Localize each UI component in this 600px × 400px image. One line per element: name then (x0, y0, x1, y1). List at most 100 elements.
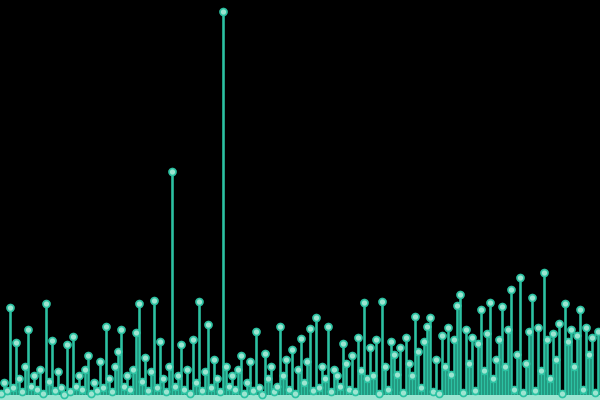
stem-marker (129, 365, 138, 375)
stem-marker (354, 333, 363, 343)
stem-marker (333, 371, 342, 381)
stem-marker (507, 285, 516, 295)
stem-marker (396, 343, 405, 353)
stem-marker (585, 350, 594, 360)
stem-marker (435, 389, 444, 399)
stem-marker (306, 324, 315, 334)
stem-marker (156, 337, 165, 347)
stem-marker (402, 333, 411, 343)
stem-marker (258, 390, 267, 400)
stem-marker (45, 377, 54, 387)
stem-marker (555, 319, 564, 329)
stem-marker (288, 345, 297, 355)
stem-marker (234, 365, 243, 375)
stem-marker (150, 296, 159, 306)
stem-marker (528, 293, 537, 303)
stem-marker (240, 389, 249, 399)
stem-marker (204, 320, 213, 330)
stem-marker (231, 385, 240, 395)
stem-marker (405, 359, 414, 369)
stem-marker (111, 362, 120, 372)
stem-marker (30, 371, 39, 381)
stem-marker (183, 365, 192, 375)
stem-marker (54, 367, 63, 377)
stem-marker (243, 378, 252, 388)
stem-marker (264, 374, 273, 384)
stem-marker (456, 290, 465, 300)
stem-marker (558, 389, 567, 399)
stem-marker (594, 327, 600, 337)
stem-marker (36, 365, 45, 375)
stem-marker (417, 383, 426, 393)
stem-marker (159, 374, 168, 384)
stem-marker (162, 387, 171, 397)
stem-marker (141, 353, 150, 363)
stem-marker (564, 337, 573, 347)
stem-marker (201, 367, 210, 377)
stem-marker (132, 328, 141, 338)
stem-marker (123, 371, 132, 381)
stem-marker (423, 322, 432, 332)
stem-marker (213, 374, 222, 384)
stem-marker (285, 385, 294, 395)
stem-marker (348, 351, 357, 361)
stem-marker (180, 385, 189, 395)
stem-marker (18, 387, 27, 397)
stem-marker (303, 357, 312, 367)
stem-marker (267, 362, 276, 372)
stem-marker (567, 325, 576, 335)
stem-marker (471, 386, 480, 396)
stem-marker (84, 351, 93, 361)
stem-marker (297, 334, 306, 344)
stem-marker (9, 383, 18, 393)
stem-marker (378, 297, 387, 307)
stem-marker (279, 371, 288, 381)
stem-marker (219, 7, 228, 17)
stem-marker (543, 335, 552, 345)
stem-marker (252, 327, 261, 337)
stem-marker (546, 374, 555, 384)
stem-marker (69, 332, 78, 342)
stem-marker (510, 385, 519, 395)
stem-marker (516, 273, 525, 283)
stem-marker (48, 336, 57, 346)
stem-marker (426, 313, 435, 323)
stem-marker (534, 323, 543, 333)
stem-marker (210, 355, 219, 365)
stem-marker (360, 298, 369, 308)
stem-marker (177, 340, 186, 350)
stem-marker (105, 374, 114, 384)
stem-marker (501, 362, 510, 372)
stem-marker (39, 389, 48, 399)
stem-marker (168, 167, 177, 177)
stem-marker (171, 382, 180, 392)
stem-marker (117, 325, 126, 335)
stem-marker (438, 331, 447, 341)
stem-marker (153, 383, 162, 393)
stem-marker (519, 388, 528, 398)
stem-marker (504, 325, 513, 335)
stem-marker (576, 305, 585, 315)
stem-marker (12, 338, 21, 348)
stem-marker (570, 362, 579, 372)
stem-marker (33, 385, 42, 395)
stem-marker (198, 386, 207, 396)
stem-marker (444, 323, 453, 333)
stem-marker (447, 370, 456, 380)
stem-marker (468, 333, 477, 343)
stem-marker (414, 347, 423, 357)
stem-marker (186, 389, 195, 399)
stem-marker (474, 339, 483, 349)
stem-marker (420, 337, 429, 347)
stem-marker (126, 385, 135, 395)
stem-marker (144, 386, 153, 396)
stem-marker (384, 385, 393, 395)
stem-marker (90, 378, 99, 388)
stem-marker (174, 371, 183, 381)
stem-marker (339, 339, 348, 349)
stem-marker (0, 378, 9, 388)
stem-marker (486, 298, 495, 308)
stem-marker (531, 386, 540, 396)
